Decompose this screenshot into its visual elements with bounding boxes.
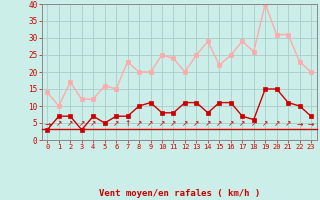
Text: Vent moyen/en rafales ( km/h ): Vent moyen/en rafales ( km/h )	[99, 189, 260, 198]
Text: ↗: ↗	[239, 119, 245, 128]
Text: ↗: ↗	[262, 119, 268, 128]
Text: ↗: ↗	[101, 119, 108, 128]
Text: ↗: ↗	[78, 119, 85, 128]
Text: ↗: ↗	[205, 119, 211, 128]
Text: ↗: ↗	[67, 119, 74, 128]
Text: ↗: ↗	[285, 119, 291, 128]
Text: ↗: ↗	[182, 119, 188, 128]
Text: ↗: ↗	[136, 119, 142, 128]
Text: ↗: ↗	[113, 119, 119, 128]
Text: ↗: ↗	[90, 119, 96, 128]
Text: ↗: ↗	[216, 119, 222, 128]
Text: ↗: ↗	[193, 119, 200, 128]
Text: ↗: ↗	[56, 119, 62, 128]
Text: ↗: ↗	[228, 119, 234, 128]
Text: ↗: ↗	[170, 119, 177, 128]
Text: →: →	[296, 119, 303, 128]
Text: ↗: ↗	[274, 119, 280, 128]
Text: →: →	[44, 119, 51, 128]
Text: ↗: ↗	[147, 119, 154, 128]
Text: ↗: ↗	[251, 119, 257, 128]
Text: ↑: ↑	[124, 119, 131, 128]
Text: ↗: ↗	[159, 119, 165, 128]
Text: →: →	[308, 119, 314, 128]
